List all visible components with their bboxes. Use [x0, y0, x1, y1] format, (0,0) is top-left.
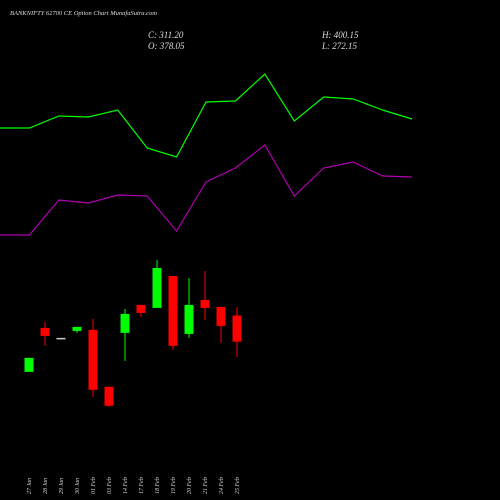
candle-body [136, 304, 146, 313]
candle-body [72, 326, 82, 331]
x-tick-label: 18 Feb [155, 477, 161, 494]
x-tick-label: 19 Feb [171, 477, 177, 494]
low-label: L: 272.15 [321, 41, 358, 51]
x-tick-label: 29 Jan [59, 478, 65, 494]
candle-body [232, 315, 242, 342]
x-tick-label: 25 Feb [235, 477, 241, 494]
x-tick-label: 20 Feb [187, 477, 193, 494]
candle-body [104, 386, 114, 406]
candle-body [120, 313, 130, 333]
candle-body [88, 329, 98, 390]
x-tick-label: 03 Feb [107, 477, 113, 494]
candle-body [152, 268, 162, 308]
candle-body [168, 275, 178, 346]
candle-body [200, 299, 210, 308]
close-label: C: 311.20 [148, 30, 184, 40]
x-tick-label: 14 Feb [122, 477, 129, 494]
candle-body [184, 304, 194, 334]
x-tick-label: 27 Jan [27, 478, 33, 494]
x-tick-label: 30 Jan [75, 478, 81, 495]
line-series [0, 73, 413, 158]
candle-body [24, 357, 34, 372]
candle-body [56, 337, 66, 340]
chart-title: BANKNIFTY 62700 CE Option Chart MunafaSu… [10, 10, 157, 17]
x-tick-label: 24 Feb [218, 477, 225, 494]
high-label: H: 400.15 [321, 30, 359, 40]
x-tick-label: 21 Feb [203, 477, 209, 494]
x-tick-label: 28 Jan [43, 478, 49, 494]
candle-body [216, 306, 226, 326]
x-tick-label: 01 Feb [91, 477, 97, 494]
candle-body [40, 327, 50, 336]
x-tick-label: 17 Feb [139, 477, 145, 494]
open-label: O: 378.05 [148, 41, 185, 51]
line-series [0, 144, 413, 236]
